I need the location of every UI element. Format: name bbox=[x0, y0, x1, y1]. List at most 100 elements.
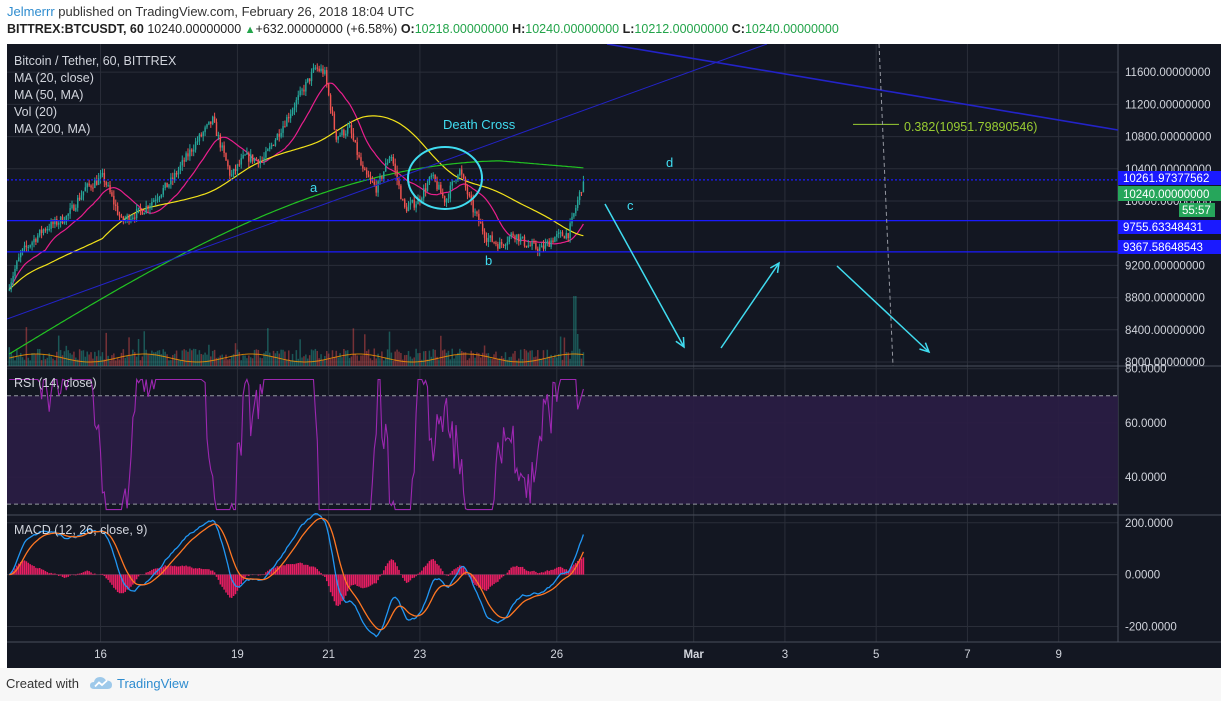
volume-bar bbox=[31, 353, 33, 366]
macd-histogram-bar bbox=[301, 563, 303, 575]
wave-d-label: d bbox=[666, 155, 673, 170]
volume-bar bbox=[559, 336, 562, 366]
candle-body bbox=[274, 139, 277, 146]
candle-body bbox=[267, 149, 269, 151]
volume-bar bbox=[493, 354, 495, 366]
candle-body bbox=[422, 188, 425, 199]
macd-histogram-bar bbox=[554, 568, 556, 575]
ohlc-line: BITTREX:BTCUSDT, 60 10240.00000000 ▲+632… bbox=[7, 22, 839, 36]
macd-histogram-bar bbox=[185, 565, 187, 575]
macd-histogram-bar bbox=[238, 574, 241, 588]
candle-body bbox=[44, 229, 47, 231]
candle-body bbox=[535, 242, 537, 249]
ma20-line bbox=[8, 82, 584, 290]
candle-body bbox=[542, 245, 545, 249]
candle-body bbox=[183, 160, 185, 162]
candle-body bbox=[29, 245, 31, 247]
candle-body bbox=[326, 70, 328, 85]
chart-canvas[interactable]: 8000.00000000 8400.00000000 8800.00000000 9… bbox=[7, 44, 1221, 668]
macd-histogram-bar bbox=[365, 574, 368, 588]
level-tag-9755 bbox=[1118, 220, 1221, 234]
volume-bar bbox=[122, 349, 125, 366]
candle-body bbox=[305, 81, 307, 92]
macd-histogram-bar bbox=[44, 571, 47, 575]
volume-bar bbox=[259, 357, 261, 366]
candle-body bbox=[189, 149, 191, 157]
volume-bar bbox=[109, 360, 111, 366]
volume-bar bbox=[198, 350, 201, 366]
candle-body bbox=[350, 124, 353, 134]
volume-bar bbox=[67, 350, 69, 366]
candle-body bbox=[356, 142, 358, 155]
macd-histogram-bar bbox=[259, 574, 261, 576]
macd-histogram-bar bbox=[270, 568, 273, 575]
volume-bar bbox=[194, 349, 197, 366]
volume-bar bbox=[447, 350, 450, 366]
volume-bar bbox=[158, 350, 161, 366]
candle-body bbox=[464, 178, 467, 188]
volume-bar bbox=[230, 355, 233, 366]
candle-body bbox=[519, 237, 522, 242]
author-link[interactable]: Jelmerrr bbox=[7, 4, 55, 19]
drawings[interactable] bbox=[7, 44, 1119, 367]
last-price-tag bbox=[1118, 186, 1221, 201]
volume-bar bbox=[563, 337, 566, 366]
macd-histogram-bar bbox=[519, 566, 522, 575]
volume-bar bbox=[346, 350, 349, 366]
volume-bar bbox=[196, 354, 199, 366]
volume-bar bbox=[145, 349, 147, 366]
macd-histogram-bar bbox=[495, 574, 497, 583]
candle-body bbox=[381, 176, 383, 179]
macd-histogram-bar bbox=[69, 574, 71, 576]
volume-bar bbox=[149, 354, 151, 366]
volume-bar bbox=[38, 349, 41, 366]
candle-body bbox=[147, 206, 149, 209]
candle-body bbox=[135, 209, 138, 219]
macd-histogram-bar bbox=[128, 574, 130, 589]
macd-histogram-bar bbox=[27, 562, 30, 575]
rsi-tick-label: 40.0000 bbox=[1125, 472, 1167, 484]
macd-histogram-bar bbox=[61, 574, 64, 577]
macd-histogram-bar bbox=[512, 566, 514, 575]
macd-histogram-bar bbox=[230, 574, 233, 598]
volume-bar bbox=[179, 360, 182, 366]
candle-body bbox=[122, 216, 125, 221]
candle-body bbox=[379, 176, 381, 182]
candle-body bbox=[514, 235, 516, 239]
volume-bar bbox=[86, 351, 88, 366]
volume-bar bbox=[466, 360, 469, 366]
candle-body bbox=[151, 201, 153, 206]
macd-histogram-bar bbox=[179, 566, 182, 575]
tradingview-link[interactable]: TradingView bbox=[117, 676, 189, 691]
volume-bar bbox=[221, 354, 223, 366]
candle-body bbox=[126, 215, 128, 219]
macd-histogram-bar bbox=[405, 574, 408, 583]
candle-body bbox=[166, 182, 168, 188]
macd-histogram-bar bbox=[23, 560, 26, 575]
volume-bar bbox=[339, 353, 341, 366]
volume-bar bbox=[25, 327, 28, 366]
candle-body bbox=[451, 181, 453, 186]
macd-histogram-bar bbox=[306, 564, 309, 575]
volume-bar bbox=[73, 351, 75, 366]
macd-histogram-bar bbox=[403, 574, 406, 581]
volume-bar bbox=[576, 333, 579, 366]
macd-histogram-bar bbox=[149, 571, 151, 575]
volume-bar bbox=[272, 350, 275, 366]
macd-histogram-bar bbox=[172, 566, 174, 575]
candle-body bbox=[105, 182, 107, 186]
price-tick-label: 8800.00000000 bbox=[1125, 293, 1205, 305]
candle-body bbox=[80, 195, 83, 200]
volume-bar bbox=[88, 354, 90, 366]
tradingview-cloud-icon[interactable] bbox=[89, 675, 113, 691]
macd-histogram-bar bbox=[244, 574, 246, 578]
candle-body bbox=[185, 153, 187, 162]
candle-body bbox=[78, 197, 81, 200]
candle-body bbox=[538, 247, 541, 252]
volume-bar bbox=[519, 349, 522, 366]
death-cross-label: Death Cross bbox=[443, 117, 516, 132]
candle-body bbox=[215, 122, 218, 136]
candle-body bbox=[575, 207, 577, 214]
candle-body bbox=[556, 234, 558, 237]
volume-bar bbox=[147, 354, 149, 366]
